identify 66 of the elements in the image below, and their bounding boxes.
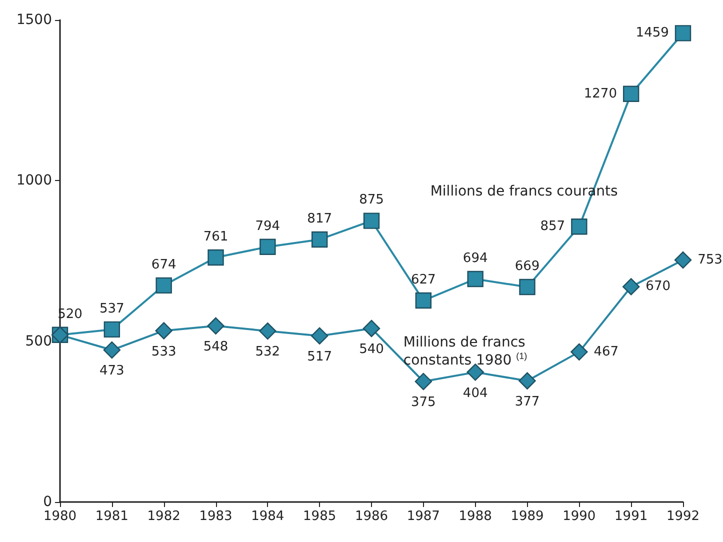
- x-tick-label: 1985: [303, 509, 336, 524]
- data-label: 377: [514, 394, 540, 410]
- data-label: 857: [540, 219, 566, 234]
- x-tick-label: 1987: [406, 509, 440, 524]
- data-label: 375: [411, 395, 436, 410]
- point: [260, 238, 276, 255]
- data-label: 875: [359, 192, 384, 208]
- point: [103, 341, 121, 359]
- point: [622, 86, 640, 102]
- y-tick-label: 1000: [16, 172, 52, 189]
- x-tick-label: 1982: [147, 509, 180, 524]
- x-tick-label: 1990: [562, 509, 596, 524]
- data-label: 1459: [636, 26, 669, 41]
- point: [466, 364, 484, 381]
- point: [311, 231, 328, 248]
- point: [622, 278, 640, 296]
- point: [259, 322, 276, 340]
- point: [310, 327, 328, 344]
- data-label: 473: [100, 364, 124, 379]
- x-tick-label: 1988: [458, 509, 492, 524]
- data-label: 794: [255, 218, 280, 234]
- data-label: 817: [307, 211, 332, 226]
- data-label: 537: [100, 301, 124, 316]
- x-tick-label: 1980: [43, 509, 77, 524]
- x-tick-label: 1991: [614, 509, 648, 524]
- data-label: 670: [646, 279, 671, 294]
- data-label: 1270: [584, 86, 617, 102]
- data-label: 694: [462, 250, 488, 266]
- x-tick-label: 1983: [199, 509, 232, 524]
- point: [518, 372, 536, 390]
- point: [208, 249, 224, 266]
- data-label: 674: [151, 257, 176, 272]
- point: [570, 343, 588, 361]
- data-label: 533: [151, 344, 176, 360]
- data-label: 540: [359, 342, 384, 358]
- point: [363, 212, 380, 229]
- y-tick-label: 0: [43, 494, 52, 510]
- x-tick-label: 1981: [95, 509, 128, 524]
- data-label: 761: [203, 229, 228, 244]
- data-label: 753: [698, 252, 722, 268]
- data-label: 548: [203, 340, 228, 355]
- y-tick-label: 1500: [16, 12, 52, 28]
- point: [467, 270, 484, 288]
- data-label: 532: [255, 344, 280, 360]
- point: [156, 277, 172, 294]
- point: [104, 321, 120, 338]
- point: [415, 292, 432, 309]
- point: [362, 320, 380, 338]
- point: [414, 372, 432, 390]
- point: [519, 278, 536, 296]
- data-label: 404: [462, 386, 488, 401]
- point: [207, 317, 224, 335]
- data-label: 627: [411, 272, 436, 288]
- data-label: 517: [307, 349, 332, 364]
- point: [155, 322, 172, 340]
- x-tick-label: 1992: [666, 509, 700, 524]
- series-label: Millions de francs constants 1980 (1): [403, 334, 530, 368]
- point: [674, 25, 692, 42]
- data-label: 467: [594, 344, 619, 360]
- y-tick-label: 500: [25, 333, 52, 350]
- x-tick-label: 1989: [510, 509, 544, 524]
- point: [571, 218, 588, 235]
- x-tick-label: 1986: [354, 509, 388, 524]
- x-tick-label: 1984: [251, 509, 284, 524]
- point: [674, 251, 692, 269]
- data-label: 669: [514, 258, 540, 274]
